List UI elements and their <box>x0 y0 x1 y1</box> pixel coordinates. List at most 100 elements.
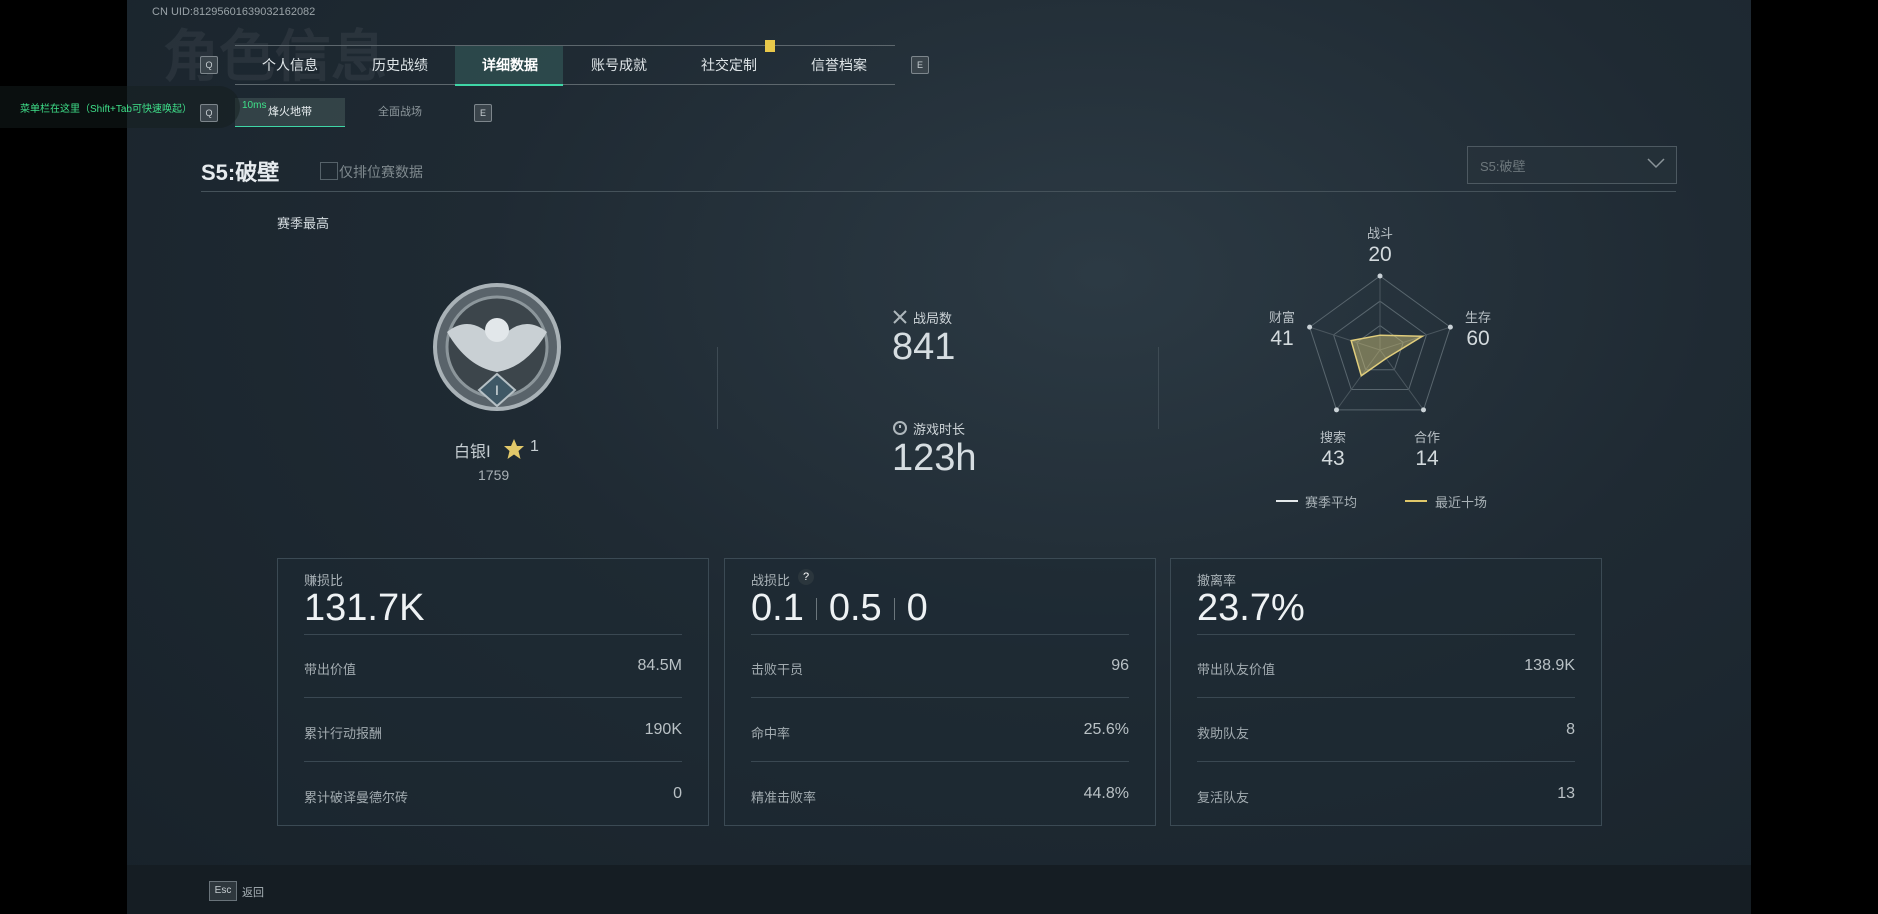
time-icon <box>893 421 907 435</box>
row-label: 带出队友价值 <box>1197 662 1276 677</box>
radar-node <box>1420 407 1426 413</box>
row-separator <box>751 761 1129 762</box>
summary-label: 战局数 <box>913 311 953 326</box>
row-separator <box>1197 761 1575 762</box>
radar-value: 20 <box>1368 243 1391 266</box>
radar-spoke <box>1336 349 1381 411</box>
subtab-key[interactable]: Q <box>200 104 218 122</box>
stat-card: 战损比? 0.1 0.5 0 击败干员 96 命中率 25.6% 精准击败率 44.8% <box>724 558 1156 826</box>
active-subtab-bg <box>235 98 345 127</box>
radar-axis-label: 搜索 <box>1320 430 1346 445</box>
footer-bar <box>127 865 1751 914</box>
summary-value: 123h <box>892 437 977 479</box>
tab-line <box>235 84 895 85</box>
dropdown-arrow <box>1647 158 1665 169</box>
row-separator <box>304 697 682 698</box>
notice: 菜单栏在这里（Shift+Tab可快速唤起） <box>20 104 192 115</box>
radar-node <box>1447 324 1453 330</box>
radar-area <box>1350 334 1425 377</box>
subtab[interactable]: 全面战场 <box>378 106 422 118</box>
card-separator <box>304 634 682 635</box>
rank-heading: 赛季最高 <box>277 216 330 231</box>
divider <box>1158 347 1159 429</box>
star-icon <box>504 439 524 459</box>
row-value: 96 <box>1111 657 1129 674</box>
divider <box>201 191 1676 192</box>
radar-spoke <box>1309 326 1381 351</box>
row-value: 84.5M <box>637 657 682 674</box>
row-label: 救助队友 <box>1197 726 1250 741</box>
tab-key[interactable]: Q <box>200 56 218 74</box>
uid: CN UID:81295601639032162082 <box>152 6 316 18</box>
card-title: 撤离率 <box>1197 573 1237 588</box>
row-label: 精准击败率 <box>751 790 817 805</box>
card-value: 0 <box>906 587 928 629</box>
ping: 10ms <box>242 100 267 111</box>
row-label: 复活队友 <box>1197 790 1250 805</box>
legend-swatch <box>1276 500 1298 502</box>
radar-axis-label: 战斗 <box>1367 226 1393 241</box>
dropdown-text[interactable]: S5:破壁 <box>1480 159 1526 174</box>
row-separator <box>751 697 1129 698</box>
tab[interactable]: 个人信息 <box>262 57 318 73</box>
matches-icon <box>893 310 907 324</box>
esc-key[interactable]: Esc <box>209 881 237 901</box>
radar-spoke <box>1379 326 1451 351</box>
card-title: 战损比 <box>751 573 791 588</box>
card-value: 23.7% <box>1197 587 1305 629</box>
radar-value: 41 <box>1270 327 1293 350</box>
radar-grid <box>1332 300 1428 391</box>
radar-axis-label: 生存 <box>1465 310 1491 325</box>
back-label[interactable]: 返回 <box>242 887 264 899</box>
radar-chart: 战斗 20 生存 60 合作 14 搜索 43 财富 41 <box>1269 226 1491 470</box>
value-divider <box>893 597 895 620</box>
tab-line <box>235 45 895 46</box>
stat-card: 赚损比 131.7K 带出价值 84.5M 累计行动报酬 190K 累计破译曼德尔砖 0 <box>277 558 709 826</box>
row-label: 累计行动报酬 <box>304 726 383 741</box>
subtab[interactable]: 烽火地带 <box>268 106 312 118</box>
tab-key[interactable]: E <box>911 56 929 74</box>
tab[interactable]: 社交定制 <box>701 57 757 73</box>
tab[interactable]: 历史战绩 <box>372 57 428 73</box>
active-tab-bg <box>455 46 563 86</box>
summary-label: 游戏时长 <box>913 422 966 437</box>
checkbox[interactable] <box>320 162 338 180</box>
row-separator <box>1197 697 1575 698</box>
radar-spoke <box>1379 349 1424 411</box>
row-value: 0 <box>673 785 682 802</box>
radar-grid <box>1356 324 1404 371</box>
radar-value: 43 <box>1321 447 1344 470</box>
radar-node <box>1307 324 1313 330</box>
radar-value: 14 <box>1415 447 1439 470</box>
rank-medal: I <box>433 283 561 411</box>
row-value: 25.6% <box>1083 721 1129 738</box>
subtab-key[interactable]: E <box>474 104 492 122</box>
badge <box>765 40 775 52</box>
tab[interactable]: 详细数据 <box>482 57 538 73</box>
rank-score: 1759 <box>478 467 510 483</box>
rank-stars: 1 <box>530 438 539 455</box>
row-value: 8 <box>1566 721 1575 738</box>
row-label: 命中率 <box>751 726 791 741</box>
tab[interactable]: 账号成就 <box>591 57 647 73</box>
divider <box>717 347 718 429</box>
card-separator <box>1197 634 1575 635</box>
row-value: 44.8% <box>1083 785 1129 802</box>
radar-axis-label: 合作 <box>1414 430 1440 445</box>
help-icon[interactable]: ? <box>798 569 814 585</box>
radar-axis-label: 财富 <box>1269 310 1295 325</box>
ranked-only[interactable]: 仅排位赛数据 <box>339 164 423 180</box>
row-label: 累计破译曼德尔砖 <box>304 790 409 805</box>
svg-text:I: I <box>495 382 499 398</box>
radar-node <box>1377 273 1383 279</box>
tab[interactable]: 信誉档案 <box>811 57 867 73</box>
legend-label: 赛季平均 <box>1305 495 1358 510</box>
stat-card: 撤离率 23.7% 带出队友价值 138.9K 救助队友 8 复活队友 13 <box>1170 558 1602 826</box>
card-values: 0.1 0.5 0 <box>751 587 928 630</box>
season-title: S5:破壁 <box>201 160 280 185</box>
radar-node <box>1334 407 1340 413</box>
row-separator <box>304 761 682 762</box>
season-dropdown[interactable] <box>1467 146 1677 184</box>
legend-label: 最近十场 <box>1435 495 1488 510</box>
